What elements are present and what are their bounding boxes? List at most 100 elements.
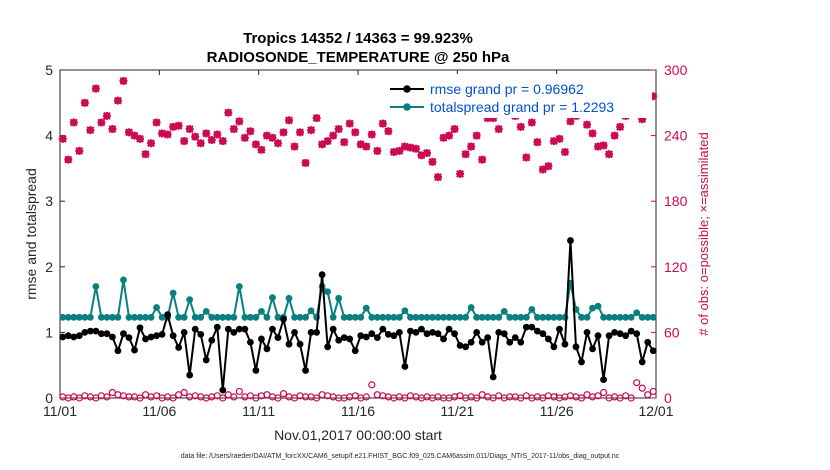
- assimilated-marker: [169, 122, 178, 131]
- totalspread-point: [616, 313, 624, 321]
- difference-marker: [136, 394, 144, 402]
- totalspread-point: [285, 294, 293, 302]
- assimilated-marker: [533, 138, 542, 147]
- rmse-point: [539, 330, 547, 338]
- rmse-point: [274, 334, 282, 342]
- series-assimilated-observations: [58, 76, 658, 182]
- assimilated-marker: [163, 130, 172, 139]
- totalspread-point: [131, 313, 138, 321]
- totalspread-point: [500, 308, 508, 315]
- y-right-tick-label: 0: [664, 390, 672, 406]
- y-right-tick-label: 60: [664, 324, 680, 340]
- difference-marker: [577, 394, 586, 402]
- y-axis-label-right: # of obs: o=possible; ×=assimilated: [696, 132, 711, 335]
- rmse-point: [230, 329, 238, 336]
- rmse-point: [120, 330, 127, 338]
- chart-title-line-2: RADIOSONDE_TEMPERATURE @ 250 hPa: [207, 49, 510, 66]
- x-tick-label: 11/11: [242, 403, 275, 419]
- rmse-point: [583, 329, 591, 336]
- totalspread-point: [64, 313, 72, 321]
- series-totalspread: [59, 276, 657, 321]
- rmse-point: [324, 343, 332, 351]
- assimilated-marker: [235, 117, 244, 126]
- rmse-point: [434, 330, 442, 338]
- rmse-point: [224, 325, 232, 333]
- assimilated-marker: [257, 145, 266, 154]
- difference-marker: [649, 387, 657, 396]
- rmse-point: [578, 358, 585, 366]
- totalspread-point: [423, 313, 431, 321]
- rmse-point: [638, 358, 646, 366]
- rmse-point: [473, 329, 481, 336]
- rmse-point: [423, 330, 431, 338]
- rmse-point: [202, 356, 210, 364]
- totalspread-point: [489, 313, 497, 321]
- assimilated-marker: [97, 118, 106, 127]
- difference-marker: [599, 388, 608, 397]
- totalspread-point: [147, 313, 155, 321]
- rmse-point: [368, 330, 376, 338]
- assimilated-marker: [86, 126, 95, 135]
- rmse-point: [440, 335, 447, 343]
- rmse-point: [153, 332, 160, 340]
- totalspread-point: [506, 313, 514, 321]
- rmse-point: [302, 367, 309, 374]
- totalspread-point: [539, 313, 547, 321]
- totalspread-point: [351, 313, 359, 321]
- totalspread-point: [484, 313, 492, 321]
- assimilated-marker: [478, 155, 487, 164]
- assimilated-marker: [185, 125, 194, 134]
- rmse-point: [456, 342, 464, 349]
- assimilated-marker: [456, 169, 465, 178]
- y-right-tick-label: 300: [664, 62, 688, 78]
- assimilated-marker: [80, 98, 89, 107]
- assimilated-marker: [345, 119, 354, 128]
- difference-marker: [274, 394, 282, 402]
- rmse-point: [70, 333, 78, 341]
- rmse-point: [246, 338, 254, 346]
- y-tick-labels-left: 0 1 2 3 4 5: [45, 62, 53, 406]
- assimilated-marker: [273, 139, 282, 148]
- assimilated-marker: [213, 130, 222, 139]
- totalspread-point: [622, 313, 630, 321]
- totalspread-point: [445, 313, 453, 321]
- rmse-point: [357, 332, 365, 340]
- rmse-point: [81, 329, 89, 336]
- rmse-point: [495, 329, 503, 336]
- assimilated-marker: [202, 129, 211, 138]
- assimilated-marker: [196, 139, 205, 148]
- assimilated-marker: [246, 127, 255, 136]
- assimilated-marker: [461, 150, 470, 159]
- assimilated-marker: [207, 135, 216, 144]
- assimilated-marker: [594, 142, 603, 151]
- assimilated-marker: [583, 120, 592, 129]
- y-tick-label: 5: [45, 62, 53, 78]
- assimilated-marker: [307, 126, 316, 135]
- assimilated-marker: [450, 125, 459, 134]
- totalspread-point: [224, 313, 232, 321]
- rmse-point: [263, 345, 271, 353]
- assimilated-marker: [566, 117, 575, 126]
- totalspread-point: [533, 313, 541, 321]
- y-tick-label: 3: [45, 193, 53, 209]
- difference-marker: [594, 392, 602, 400]
- totalspread-point: [473, 313, 481, 321]
- totalspread-point: [75, 313, 83, 321]
- x-tick-label: 11/26: [540, 403, 574, 419]
- assimilated-marker: [588, 129, 597, 138]
- totalspread-point: [263, 313, 271, 321]
- totalspread-point: [175, 313, 183, 321]
- rmse-point: [561, 340, 569, 348]
- rmse-point: [616, 330, 624, 338]
- legend-box: [384, 74, 652, 118]
- totalspread-point: [340, 313, 348, 321]
- x-tick-label: 11/01: [43, 403, 77, 419]
- totalspread-point: [627, 313, 635, 321]
- totalspread-point: [429, 313, 436, 321]
- totalspread-point: [291, 313, 298, 321]
- totalspread-point: [418, 313, 425, 321]
- x-tick-label: 11/16: [341, 403, 375, 419]
- totalspread-point: [230, 313, 238, 321]
- totalspread-point: [136, 313, 144, 321]
- assimilated-marker: [285, 116, 294, 125]
